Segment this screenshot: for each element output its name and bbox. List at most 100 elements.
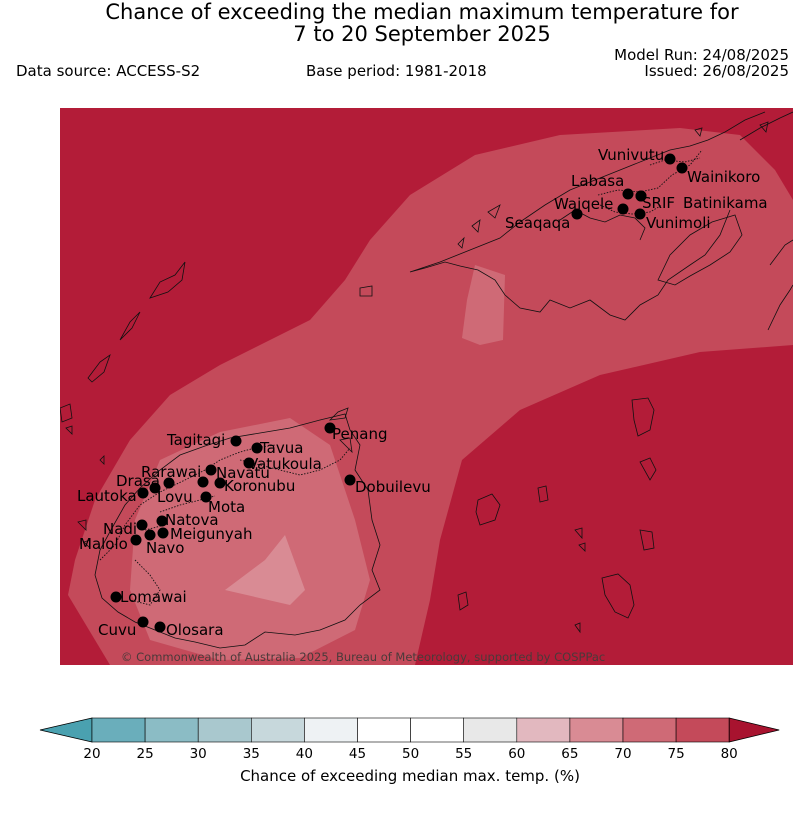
- place-label: Lautoka: [77, 487, 137, 505]
- place-label: Tavua: [259, 439, 303, 457]
- colorbar-tick-label: 20: [83, 746, 100, 762]
- place-label: Tagitagi: [166, 431, 225, 449]
- place-label: Natova: [165, 511, 219, 529]
- place-marker: [617, 203, 629, 215]
- map-title-line1: Chance of exceeding the median maximum t…: [105, 0, 739, 24]
- place-marker: [622, 188, 634, 200]
- place-nadi: Nadi: [103, 519, 148, 538]
- place-malolo: Malolo: [79, 534, 142, 553]
- place-label: Seaqaqa: [505, 214, 570, 232]
- model-run: Model Run: 24/08/2025: [614, 46, 789, 64]
- colorbar-bin: [357, 717, 411, 743]
- place-marker: [149, 482, 161, 494]
- data-source: Data source: ACCESS-S2: [16, 62, 201, 80]
- map-title-line2: 7 to 20 September 2025: [293, 22, 551, 46]
- colorbar: 20 25 30 35 40 45 50 55 60 65 70 75 80 Chance of exce…: [39, 717, 780, 785]
- place-waiqele: Waiqele: [554, 195, 629, 215]
- place-marker: [205, 464, 217, 476]
- band-65-70: [130, 418, 370, 660]
- colorbar-bin: [675, 717, 730, 743]
- colorbar-low-arrow: [39, 717, 93, 743]
- place-label: Lomawai: [120, 588, 187, 606]
- colorbar-bin: [569, 717, 624, 743]
- place-marker: [243, 457, 255, 469]
- place-marker: [137, 487, 149, 499]
- place-marker: [144, 529, 156, 541]
- place-vunivutu: Vunivutu: [598, 146, 676, 165]
- colorbar-bin: [91, 717, 146, 743]
- colorbar-bin: [410, 717, 465, 743]
- place-lovu: Lovu: [157, 477, 193, 506]
- place-marker: [324, 422, 336, 434]
- place-label: Olosara: [166, 621, 224, 639]
- place-marker: [154, 621, 166, 633]
- place-marker: [664, 153, 676, 165]
- place-label: Rarawai: [141, 463, 201, 481]
- place-navatu: Navatu: [197, 464, 270, 488]
- place-marker: [344, 474, 356, 486]
- coastlines: [60, 111, 793, 649]
- place-dobuilevu: Dobuilevu: [344, 474, 431, 496]
- place-olosara: Olosara: [154, 621, 224, 639]
- place-label: Wainikoro: [687, 168, 760, 186]
- colorbar-bin: [463, 717, 518, 743]
- place-label: Cuvu: [98, 621, 136, 639]
- place-marker: [251, 442, 263, 454]
- issued-date: Issued: 26/08/2025: [644, 62, 789, 80]
- place-marker: [230, 435, 242, 447]
- map-frame: [60, 108, 793, 665]
- place-label: Malolo: [79, 535, 128, 553]
- colorbar-tick-label: 25: [137, 746, 154, 762]
- place-lautoka: Lautoka: [77, 487, 149, 505]
- colorbar-tick-label: 45: [349, 746, 366, 762]
- colorbar-tick-label: 30: [190, 746, 207, 762]
- colorbar-tick-label: 70: [614, 746, 631, 762]
- place-label: Lovu: [157, 488, 193, 506]
- place-label: Labasa: [571, 172, 624, 190]
- district-boundaries: [99, 149, 703, 606]
- place-marker: [137, 616, 149, 628]
- place-meigunyah: Meigunyah: [157, 525, 252, 543]
- colorbar-bin: [622, 717, 677, 743]
- place-marker: [130, 534, 142, 546]
- place-label: Navatu: [216, 464, 270, 482]
- colorbar-tick-label: 55: [455, 746, 472, 762]
- place-natova: Natova: [156, 511, 219, 529]
- place-marker: [676, 162, 688, 174]
- place-cuvu: Cuvu: [98, 616, 149, 639]
- colorbar-tick-label: 75: [668, 746, 685, 762]
- base-period: Base period: 1981-2018: [306, 62, 487, 80]
- band-60-65: [225, 535, 305, 605]
- place-penang: Penang: [324, 422, 387, 443]
- colorbar-tick-label: 65: [561, 746, 578, 762]
- place-marker: [157, 527, 169, 539]
- place-tagitagi: Tagitagi: [166, 431, 242, 449]
- place-marker: [156, 515, 168, 527]
- colorbar-tick-label: 80: [721, 746, 738, 762]
- place-marker: [634, 208, 646, 220]
- place-marker: [197, 476, 209, 488]
- place-marker: [200, 491, 212, 503]
- place-label: SRIF: [642, 194, 675, 212]
- place-labasa: Labasa: [571, 172, 634, 200]
- place-marker: [163, 477, 175, 489]
- place-vunimoli: Vunimoli: [634, 208, 711, 232]
- place-label: Batinikama: [683, 194, 768, 212]
- place-marker: [110, 591, 122, 603]
- place-wainikoro: Wainikoro: [676, 162, 760, 186]
- place-label: Drasa: [116, 472, 160, 490]
- place-label: Navo: [146, 539, 184, 557]
- place-rarawai: Rarawai: [141, 463, 217, 481]
- place-vatukoula: Vatukoula: [243, 455, 322, 473]
- place-label: Nadi: [103, 520, 137, 538]
- colorbar-tick-label: 35: [243, 746, 260, 762]
- place-label: Vunimoli: [646, 214, 711, 232]
- colorbar-tick-label: 60: [508, 746, 525, 762]
- place-tavua: Tavua: [251, 439, 303, 457]
- place-lomawai: Lomawai: [110, 588, 187, 606]
- place-label: Penang: [332, 425, 387, 443]
- place-marker: [214, 477, 226, 489]
- colorbar-bin: [516, 717, 571, 743]
- colorbar-title: Chance of exceeding median max. temp. (%…: [240, 767, 580, 785]
